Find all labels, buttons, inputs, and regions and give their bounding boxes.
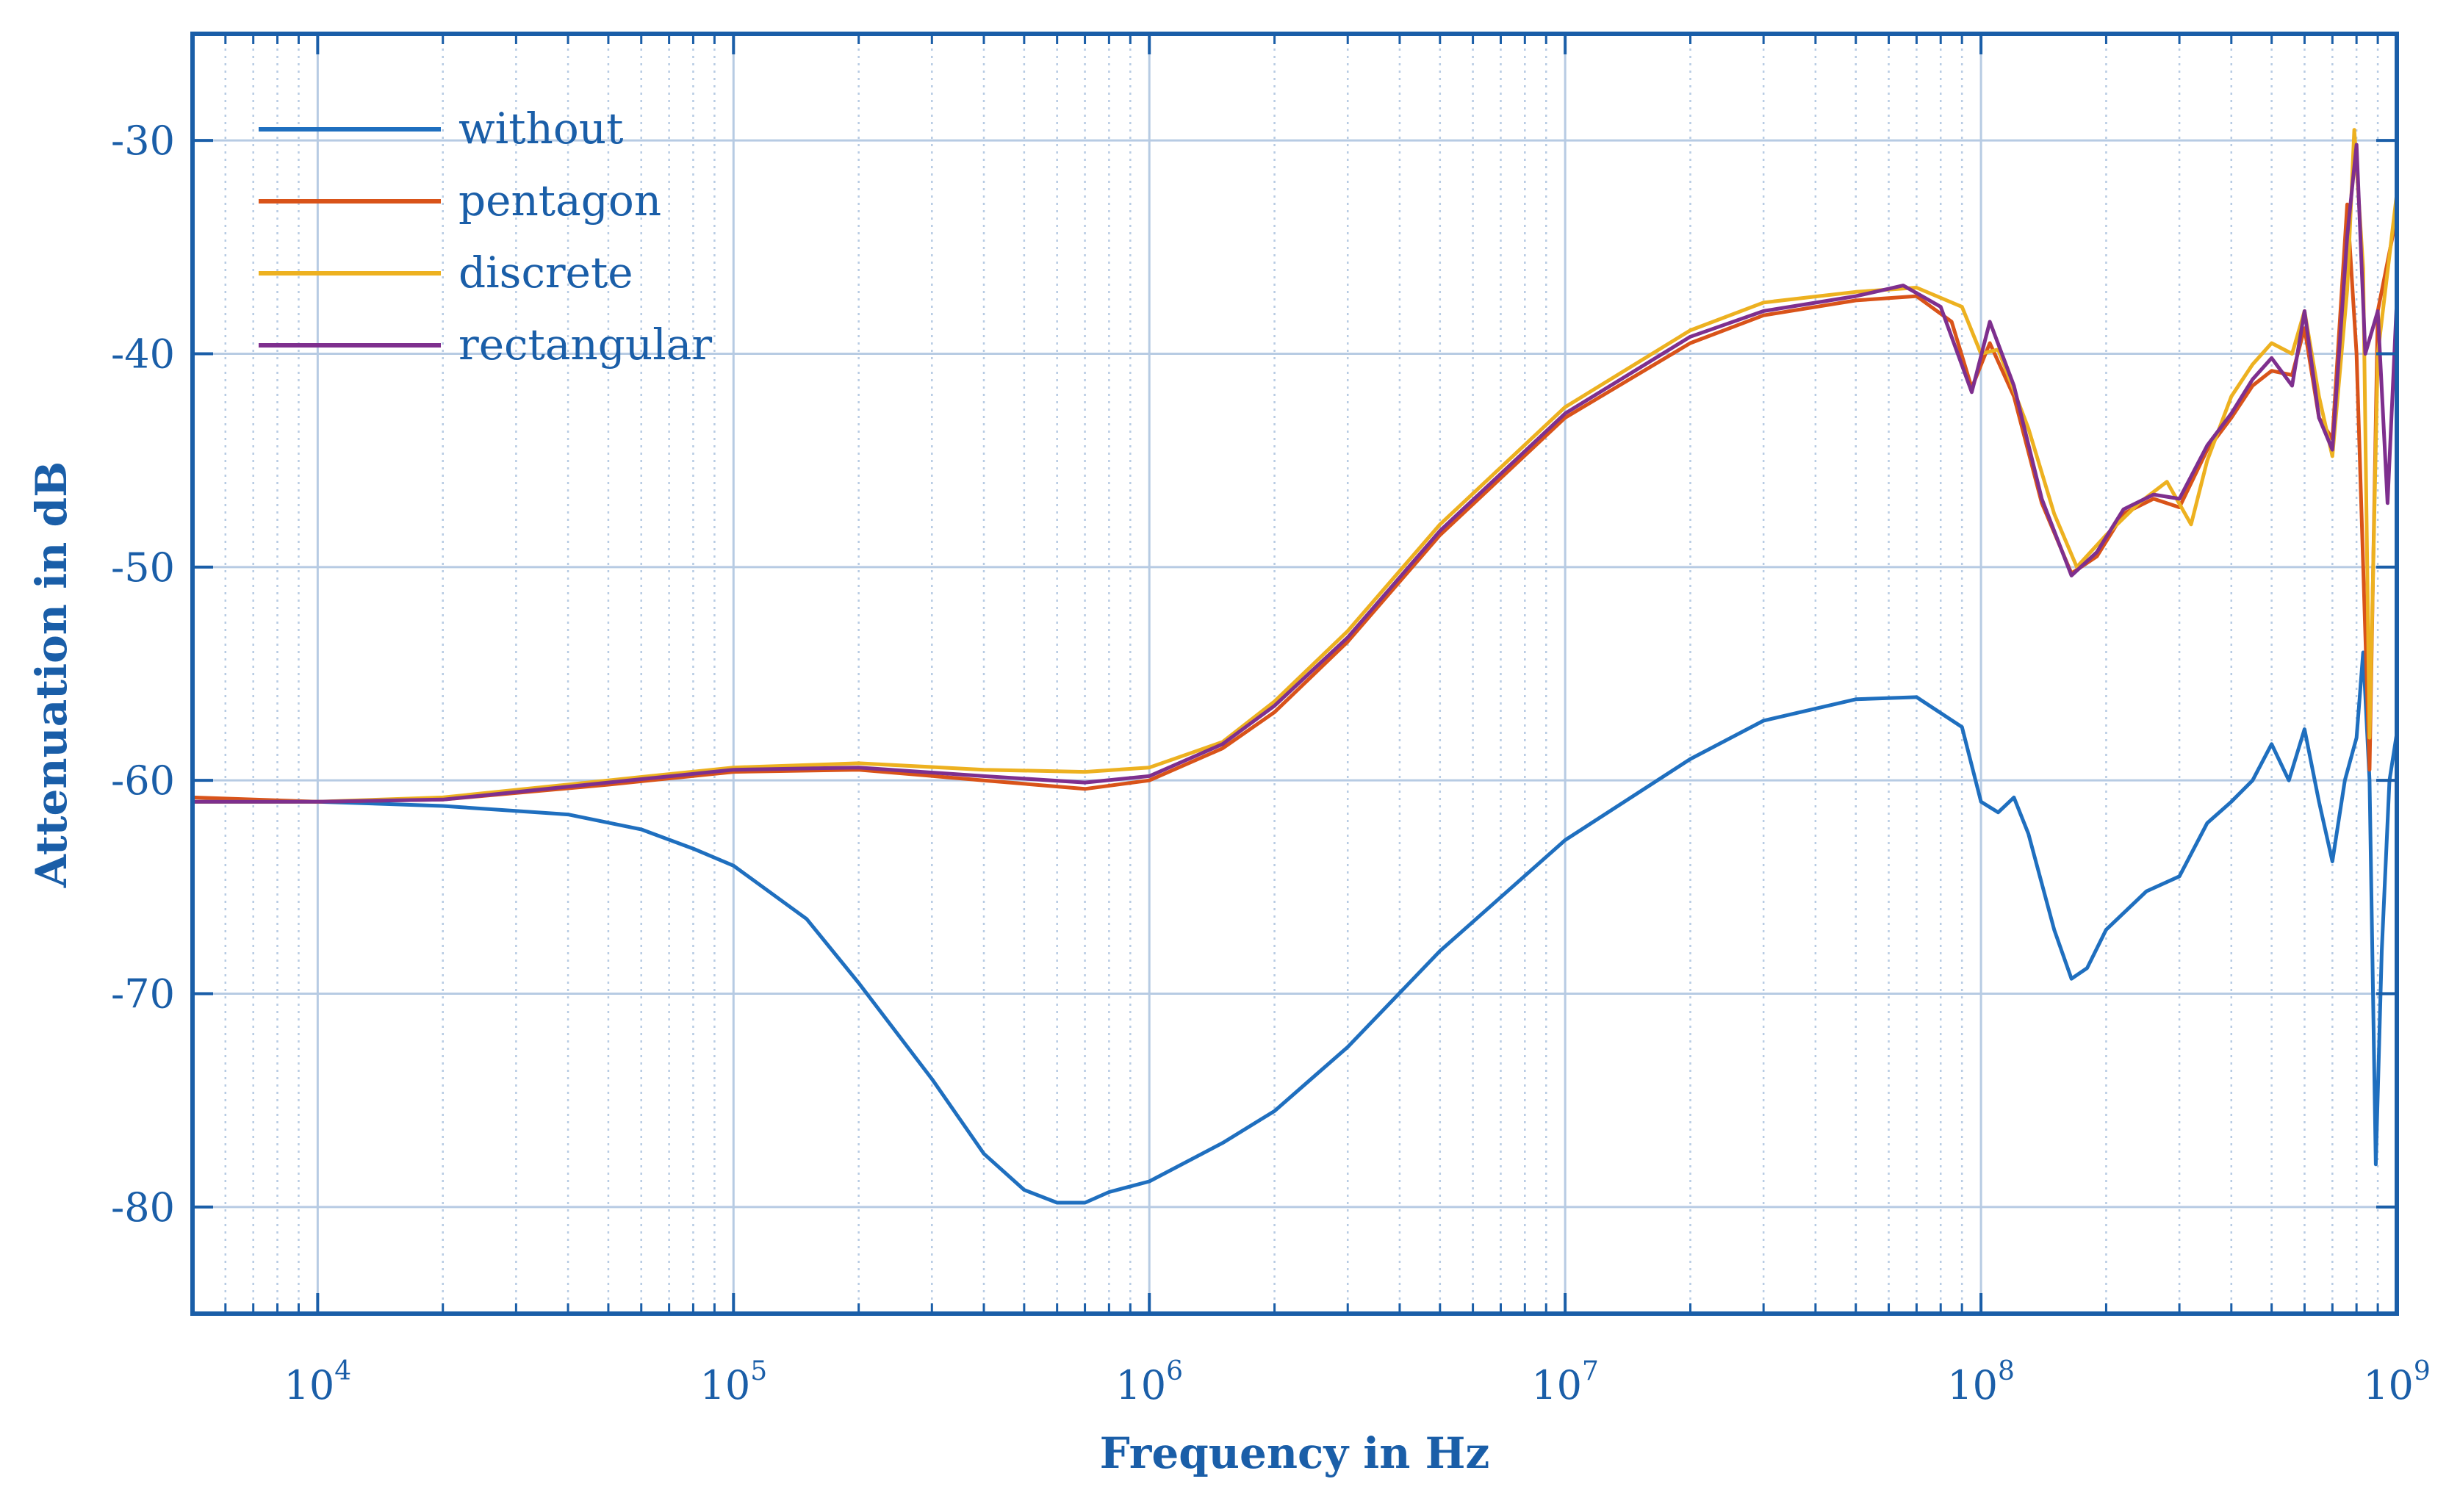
y-tick-labels: -30 -40 -50 -60 -70 -80 xyxy=(111,118,175,1231)
series-line-discrete xyxy=(190,128,2399,804)
series-line-without xyxy=(190,650,2399,1205)
x-tick-labels: 104 105 106 107 108 109 xyxy=(284,1356,2431,1408)
tick-marks xyxy=(191,34,2398,1314)
x-tick-label: 105 xyxy=(699,1356,767,1408)
y-tick-label: -70 xyxy=(111,971,175,1018)
x-tick-label: 107 xyxy=(1531,1356,1599,1408)
y-tick-label: -60 xyxy=(111,757,175,804)
series-line-rectangular xyxy=(190,143,2399,804)
legend: without pentagon discrete rectangular xyxy=(259,104,712,370)
y-tick-label: -30 xyxy=(111,118,175,164)
y-tick-label: -40 xyxy=(111,331,175,378)
y-tick-label: -80 xyxy=(111,1184,175,1231)
x-tick-label: 109 xyxy=(2363,1356,2431,1408)
grid-lines xyxy=(191,34,2398,1314)
plot-lines xyxy=(190,128,2399,1205)
x-tick-label: 108 xyxy=(1947,1356,2015,1408)
legend-label-discrete: discrete xyxy=(458,248,633,298)
y-tick-label: -50 xyxy=(111,544,175,591)
legend-label-without: without xyxy=(458,104,623,154)
x-tick-label: 106 xyxy=(1115,1356,1183,1408)
y-axis-title: Attenuation in dB xyxy=(26,461,76,888)
x-axis-title: Frequency in Hz xyxy=(1100,1428,1490,1478)
plot-frame xyxy=(190,32,2399,1316)
legend-label-rectangular: rectangular xyxy=(458,320,712,370)
x-tick-label: 104 xyxy=(284,1356,352,1408)
legend-label-pentagon: pentagon xyxy=(458,176,661,226)
